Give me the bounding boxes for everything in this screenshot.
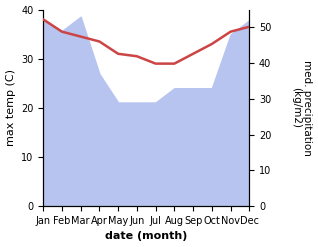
Y-axis label: max temp (C): max temp (C) [5,69,16,146]
Y-axis label: med. precipitation
(kg/m2): med. precipitation (kg/m2) [291,60,313,156]
X-axis label: date (month): date (month) [105,231,187,242]
